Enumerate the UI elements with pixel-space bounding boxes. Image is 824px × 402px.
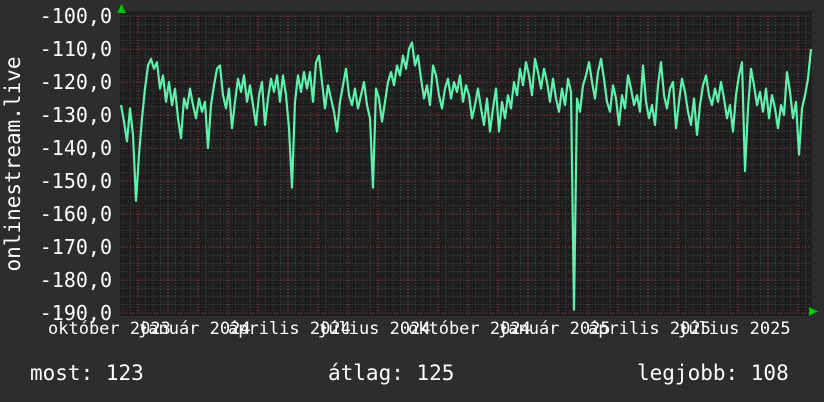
x-tick-label: január 2024: [138, 319, 251, 339]
x-tick-label: július 2024: [318, 319, 431, 339]
y-tick-label: -160,0: [39, 201, 112, 226]
stat-best: legjobb: 108: [637, 361, 789, 385]
y-tick-label: -180,0: [39, 267, 112, 292]
y-tick-label: -150,0: [39, 168, 112, 193]
stat-average: átlag: 125: [328, 361, 455, 385]
data-line: [119, 41, 813, 311]
y-tick-label: -120,0: [39, 69, 112, 94]
grid-minor: [121, 16, 811, 313]
y-tick-label: -190,0: [39, 300, 112, 325]
x-tick-label: április 2025: [588, 319, 711, 339]
y-tick-label: -100,0: [39, 3, 112, 28]
y-tick-label: -140,0: [39, 135, 112, 160]
x-tick-label: október 2024: [408, 319, 531, 339]
x-tick-label: január 2025: [498, 319, 611, 339]
y-tick-label: -170,0: [39, 234, 112, 259]
x-tick-label: július 2025: [678, 319, 791, 339]
stat-most: most: 123: [30, 361, 144, 385]
x-tick-label: október 2023: [48, 319, 171, 339]
y-tick-label: -130,0: [39, 102, 112, 127]
y-tick-label: -110,0: [39, 36, 112, 61]
grid-major: [121, 15, 811, 314]
x-tick-label: április 2024: [228, 319, 351, 339]
x-axis-arrow-icon: [809, 307, 818, 316]
y-axis-arrow-icon: [117, 4, 126, 13]
